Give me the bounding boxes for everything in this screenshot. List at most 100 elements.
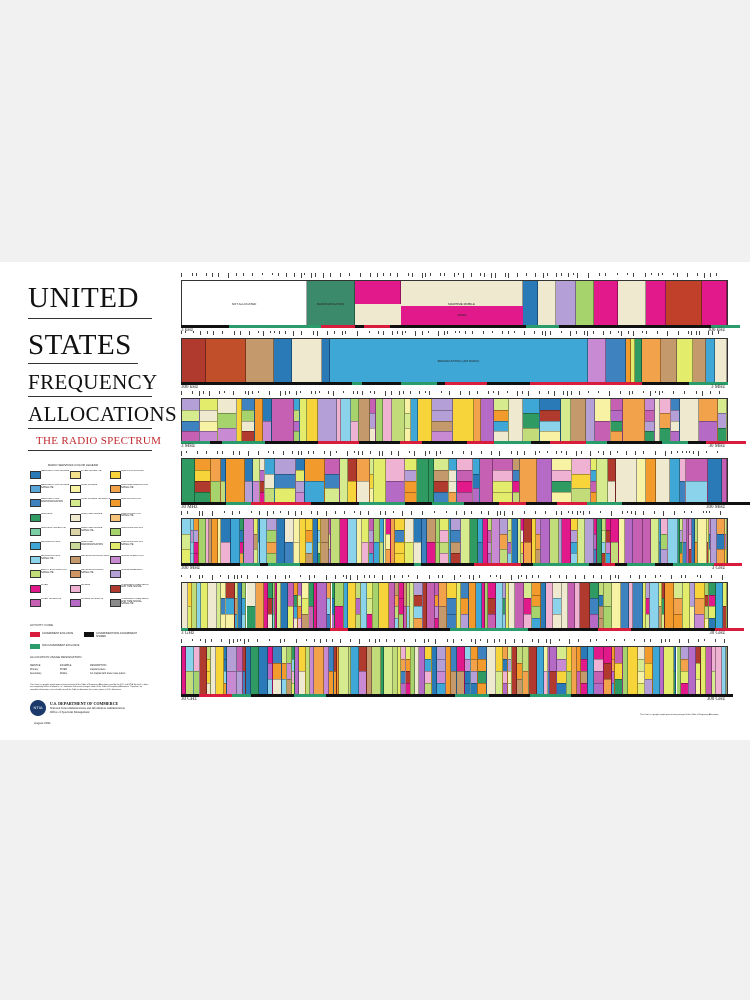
activity-bar-segment (674, 628, 716, 631)
frequency-tick (409, 391, 411, 394)
frequency-tick (297, 451, 299, 455)
allocation-subsegment (681, 659, 689, 672)
activity-code-bar (181, 628, 745, 632)
allocation-subsegment (456, 492, 472, 503)
frequency-tick (310, 391, 312, 394)
frequency-tick (222, 331, 224, 335)
allocation-subsegment (661, 534, 667, 550)
allocation-subsegment (407, 606, 410, 629)
frequency-tick (654, 391, 656, 394)
allocation-segment (373, 583, 380, 629)
allocation-segment (410, 583, 414, 629)
allocation-subsegment (297, 594, 301, 607)
usage-cell: Primary (30, 668, 39, 671)
allocation-segment (495, 647, 503, 695)
frequency-tick (343, 391, 344, 394)
activity-bar-segment (306, 325, 322, 328)
frequency-tick (346, 451, 348, 456)
frequency-tick (375, 639, 376, 644)
allocation-segment (323, 647, 330, 695)
usage-table: SERVICE EXAMPLE DESCRIPTION Primary FIXED Cap… (30, 664, 150, 676)
frequency-tick (569, 331, 571, 336)
activity-bar-segment (226, 502, 252, 505)
allocation-subsegment (260, 481, 265, 493)
allocation-segment (446, 647, 452, 695)
title-line-2: STATES (28, 329, 132, 361)
frequency-tick (285, 575, 286, 579)
allocation-subsegment (580, 671, 588, 684)
activity-bar-segment (413, 563, 422, 566)
activity-bar-segment (251, 502, 290, 505)
frequency-tick (257, 639, 258, 643)
frequency-tick (198, 511, 200, 516)
allocation-subsegment (521, 552, 523, 564)
frequency-tick (656, 331, 658, 334)
allocation-segment (295, 647, 300, 695)
frequency-tick (512, 511, 513, 516)
color-legend: AERONAUTICAL MOBILE INTER-SATELLITE RADIO … (30, 470, 154, 618)
frequency-tick (608, 391, 610, 396)
allocation-segment (543, 647, 549, 695)
frequency-tick (507, 331, 509, 335)
frequency-tick (333, 391, 334, 396)
allocation-subsegment (207, 671, 210, 684)
activity-code-bar (181, 694, 734, 698)
legend-swatch (70, 570, 81, 579)
allocation-subsegment (294, 431, 299, 442)
allocation-segment (503, 647, 509, 695)
allocation-segment (331, 519, 340, 564)
allocation-segment (699, 399, 719, 442)
allocation-segment (347, 583, 357, 629)
usage-cell: Secondary (30, 672, 42, 675)
frequency-tick (643, 451, 644, 455)
frequency-tick (525, 575, 527, 579)
activity-bar-segment (557, 502, 587, 505)
frequency-tick (396, 331, 398, 335)
allocation-subsegment (605, 541, 610, 554)
usage-cell: DESCRIPTION (90, 664, 107, 667)
activity-bar-segment (521, 563, 533, 566)
frequency-tick (697, 451, 699, 456)
frequency-tick (489, 575, 491, 578)
legend-label: AMATEUR (41, 512, 53, 515)
allocation-subsegment (535, 549, 541, 564)
allocation-subsegment (661, 598, 664, 615)
frequency-tick (525, 273, 527, 277)
allocation-subsegment (297, 606, 301, 619)
frequency-tick (407, 273, 409, 277)
allocation-segment (199, 647, 208, 695)
legend-title: RADIO SERVICES COLOR LEGEND (48, 463, 99, 467)
allocation-segment (558, 519, 562, 564)
frequency-tick (421, 511, 423, 515)
allocation-segment (711, 647, 717, 695)
legend-swatch (70, 542, 81, 550)
frequency-tick (259, 511, 260, 516)
frequency-tick-row (181, 511, 726, 516)
activity-bar-segment (181, 628, 188, 631)
allocation-segment (288, 583, 295, 629)
frequency-tick (616, 273, 618, 276)
allocation-subsegment (645, 679, 653, 695)
allocation-segment (492, 519, 501, 564)
activity-item: GOVERNMENT/NON-GOVERNMENT SHARED (84, 632, 144, 638)
activity-bar-segment (690, 694, 717, 697)
allocation-subsegment (356, 613, 361, 629)
activity-bar-segment (348, 628, 368, 631)
frequency-tick (698, 639, 699, 643)
frequency-tick (491, 331, 493, 334)
allocation-subsegment (661, 613, 664, 629)
allocation-segment (386, 519, 391, 564)
allocation-subsegment (488, 541, 492, 554)
frequency-tick (504, 511, 505, 516)
activity-code-bar (181, 325, 741, 329)
allocation-subsegment (413, 606, 423, 619)
legend-label: METEOROLOGICAL AIDS (81, 555, 110, 558)
allocation-subsegment (556, 683, 566, 695)
activity-bar-segment (433, 628, 450, 631)
frequency-tick (658, 273, 659, 276)
activity-swatch (30, 632, 40, 637)
allocation-subsegment (521, 530, 523, 543)
allocation-subsegment (612, 659, 615, 672)
frequency-tick (204, 639, 206, 643)
frequency-tick (332, 639, 333, 643)
